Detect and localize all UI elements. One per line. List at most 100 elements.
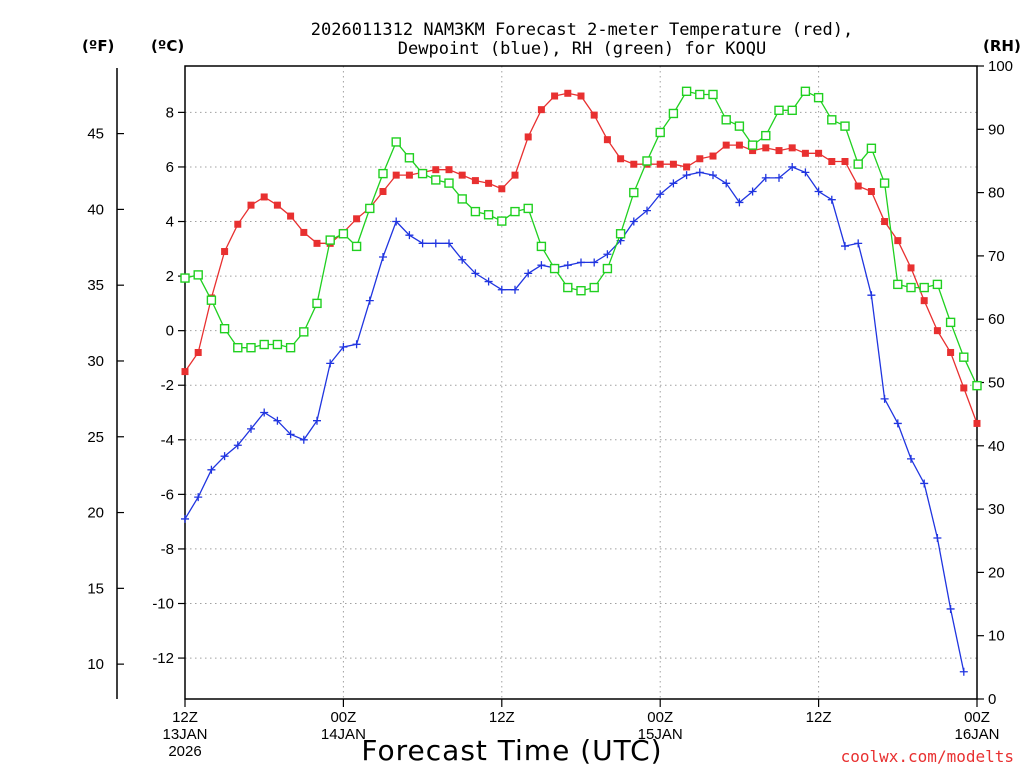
temperature-point: [933, 327, 941, 335]
celsius-tick-label: 2: [166, 268, 174, 285]
temperature-point: [960, 384, 968, 392]
rh-point: [483, 210, 494, 220]
rh-point: [893, 279, 903, 290]
dewpoint-point: [775, 173, 783, 182]
dewpoint-point: [431, 239, 440, 248]
dewpoint-point: [603, 250, 612, 259]
rh-point: [325, 235, 335, 245]
temperature-point: [300, 228, 308, 236]
rh-point: [404, 153, 415, 163]
dewpoint-point: [722, 179, 731, 188]
temperature-point: [920, 297, 928, 305]
dewpoint-point: [959, 667, 968, 676]
dewpoint-point: [841, 242, 849, 251]
dewpoint-point: [629, 217, 638, 226]
rh-tick-label: 20: [988, 564, 1005, 581]
rh-tick-label: 50: [988, 375, 1005, 392]
temperature-point: [801, 149, 809, 157]
temperature-point: [260, 193, 268, 201]
dewpoint-point: [788, 162, 797, 171]
rh-tick-label: 30: [988, 501, 1005, 518]
rh-point: [470, 206, 481, 217]
credit-text: coolwx.com/modelts: [841, 747, 1014, 766]
dewpoint-point: [814, 187, 823, 196]
temperature-point: [551, 92, 559, 100]
temperature-point: [432, 166, 440, 174]
temperature-point: [656, 160, 664, 168]
dewpoint-point: [761, 173, 770, 182]
rh-point: [312, 298, 322, 309]
temperature-point: [749, 147, 757, 155]
fahrenheit-tick-label: 30: [87, 353, 104, 370]
temperature-point: [907, 264, 915, 272]
temperature-point: [287, 212, 295, 220]
rh-point: [668, 108, 679, 119]
x-tick-label: 12Z: [489, 709, 515, 726]
dewpoint-point: [643, 206, 651, 215]
chart-title-line-2: Dewpoint (blue), RH (green) for KOQU: [398, 39, 766, 59]
fahrenheit-tick-label: 15: [87, 580, 104, 597]
celsius-tick-label: -10: [152, 596, 174, 613]
dewpoint-point: [379, 252, 387, 261]
rh-point: [774, 105, 784, 116]
temperature-point: [511, 171, 519, 179]
rh-point: [906, 282, 916, 293]
dewpoint-point: [827, 195, 836, 204]
temperature-point: [471, 177, 479, 185]
temperature-point: [194, 348, 202, 356]
x-tick-label: 15JAN: [638, 726, 683, 743]
temperature-point: [947, 348, 955, 356]
rh-tick-label: 60: [988, 311, 1005, 328]
rh-point: [246, 342, 256, 353]
rh-tick-label: 100: [988, 58, 1013, 75]
dewpoint-point: [233, 441, 242, 450]
rh-point: [695, 89, 705, 100]
rh-point: [932, 279, 943, 290]
rh-point: [919, 282, 929, 293]
dewpoint-point: [669, 179, 678, 188]
rh-point: [708, 89, 718, 100]
rh-point: [444, 178, 454, 188]
dewpoint-point: [933, 534, 942, 543]
celsius-tick-label: -12: [152, 650, 174, 667]
temperature-point: [788, 144, 796, 152]
dewpoint-point: [590, 258, 599, 267]
x-tick-label: 00Z: [964, 709, 990, 726]
temperature-point: [445, 166, 453, 174]
dewpoint-point: [392, 217, 401, 226]
rh-point: [615, 229, 626, 239]
rh-tick-label: 80: [988, 185, 1005, 202]
dewpoint-point: [365, 296, 374, 305]
fahrenheit-tick-label: 10: [87, 656, 104, 673]
celsius-tick-label: 8: [166, 104, 174, 121]
rh-point: [959, 352, 969, 362]
fahrenheit-tick-label: 40: [87, 201, 104, 218]
rh-point: [629, 187, 639, 198]
temperature-point: [485, 179, 493, 187]
rh-point: [642, 156, 652, 166]
temperature-point: [405, 171, 413, 179]
dewpoint-point: [880, 394, 889, 403]
dewpoint-point: [497, 285, 506, 294]
dewpoint-point: [418, 239, 427, 248]
rh-point: [972, 380, 982, 391]
fahrenheit-tick-label: 20: [87, 505, 104, 522]
rh-point: [206, 295, 217, 305]
fahrenheit-unit-label: (ºF): [82, 37, 114, 55]
rh-point: [391, 137, 401, 147]
dewpoint-point: [181, 514, 189, 523]
temperature-point: [775, 147, 783, 155]
x-tick-label: 00Z: [330, 709, 356, 726]
temperature-point: [881, 218, 889, 226]
temperature-point: [973, 419, 981, 427]
rh-tick-label: 0: [988, 691, 996, 708]
rh-point: [866, 143, 877, 153]
rh-point: [787, 105, 797, 116]
dewpoint-point: [458, 255, 467, 264]
dewpoint-point: [273, 416, 282, 425]
temperature-point: [683, 163, 691, 171]
rh-point: [351, 241, 362, 252]
series: [181, 87, 982, 676]
